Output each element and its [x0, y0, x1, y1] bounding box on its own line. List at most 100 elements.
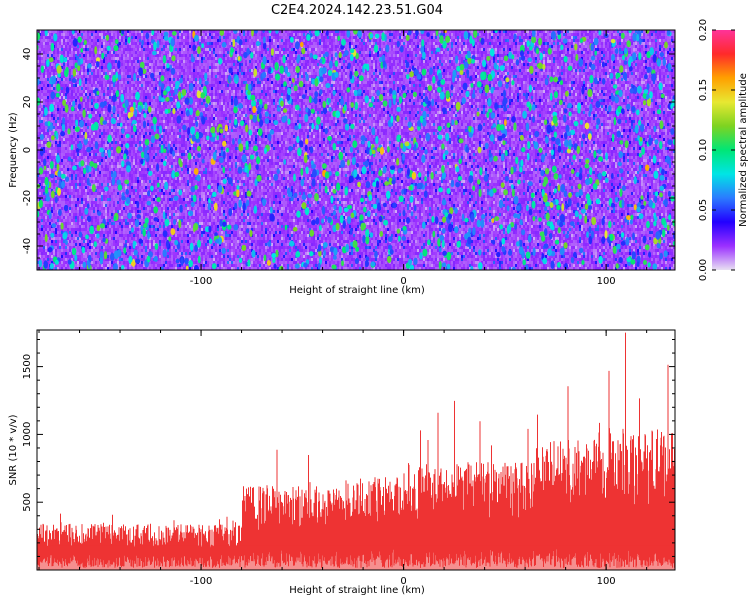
- heatmap-cell: [73, 132, 75, 135]
- heatmap-cell: [69, 75, 71, 78]
- heatmap-cell: [79, 168, 81, 171]
- heatmap-cell: [65, 117, 67, 120]
- heatmap-cell: [69, 255, 71, 258]
- heatmap-cell: [89, 135, 91, 138]
- heatmap-cell: [43, 246, 45, 249]
- heatmap-cell: [89, 249, 91, 252]
- heatmap-cell: [77, 252, 79, 255]
- heatmap-cell: [73, 177, 75, 180]
- heatmap-cell: [41, 108, 43, 111]
- heatmap-cell: [61, 75, 63, 78]
- heatmap-cell: [97, 171, 99, 174]
- heatmap-cell: [69, 231, 71, 234]
- heatmap-cell: [99, 48, 101, 51]
- heatmap-cell: [75, 195, 77, 198]
- heatmap-cell: [89, 96, 91, 99]
- heatmap-cell: [91, 84, 93, 87]
- heatmap-cell: [77, 210, 79, 213]
- heatmap-cell: [73, 150, 75, 153]
- heatmap-cell: [49, 201, 51, 204]
- heatmap-cell: [93, 144, 95, 147]
- heatmap-cell: [77, 189, 79, 192]
- heatmap-cell: [49, 39, 51, 42]
- heatmap-cell: [39, 69, 41, 72]
- heatmap-cell: [43, 174, 45, 177]
- heatmap-cell: [95, 39, 97, 42]
- heatmap-cell: [93, 201, 95, 204]
- heatmap-cell: [59, 48, 61, 51]
- heatmap-cell: [83, 33, 85, 36]
- heatmap-cell: [55, 54, 57, 57]
- heatmap-cell: [61, 168, 63, 171]
- heatmap-cell: [49, 117, 51, 120]
- heatmap-cell: [53, 111, 55, 114]
- heatmap-cell: [65, 201, 67, 204]
- heatmap-cell: [71, 117, 73, 120]
- heatmap-cell: [61, 249, 63, 252]
- heatmap-cell: [97, 153, 99, 156]
- heatmap-cell: [79, 204, 81, 207]
- heatmap-cell: [91, 60, 93, 63]
- heatmap-cell: [83, 93, 85, 96]
- heatmap-cell: [43, 102, 45, 105]
- heatmap-cell: [47, 204, 49, 207]
- heatmap-cell: [87, 96, 89, 99]
- heatmap-cell: [49, 225, 51, 228]
- heatmap-cell: [87, 231, 89, 234]
- heatmap-cell: [67, 135, 69, 138]
- heatmap-cell: [61, 264, 63, 267]
- heatmap-cell: [85, 183, 87, 186]
- heatmap-cell: [49, 252, 51, 255]
- heatmap-cell: [69, 108, 71, 111]
- heatmap-cell: [91, 147, 93, 150]
- heatmap-cell: [85, 186, 87, 189]
- heatmap-cell: [59, 246, 61, 249]
- heatmap-cell: [49, 132, 51, 135]
- heatmap-cell: [45, 42, 47, 45]
- heatmap-cell: [95, 180, 97, 183]
- heatmap-cell: [91, 249, 93, 252]
- heatmap-cell: [77, 225, 79, 228]
- heatmap-cell: [45, 252, 47, 255]
- heatmap-cell: [79, 171, 81, 174]
- heatmap-cell: [39, 216, 41, 219]
- heatmap-cell: [51, 153, 53, 156]
- heatmap-cell: [91, 204, 93, 207]
- heatmap-cell: [95, 192, 97, 195]
- heatmap-cell: [55, 162, 57, 165]
- heatmap-cell: [57, 231, 59, 234]
- heatmap-cell: [61, 96, 63, 99]
- heatmap-cell: [97, 132, 99, 135]
- heatmap-cell: [77, 132, 79, 135]
- heatmap-cell: [87, 123, 89, 126]
- heatmap-cell: [91, 57, 93, 60]
- heatmap-cell: [47, 216, 49, 219]
- heatmap-cell: [59, 141, 61, 144]
- heatmap-cell: [85, 48, 87, 51]
- heatmap-cell: [79, 54, 81, 57]
- heatmap-cell: [73, 198, 75, 201]
- heatmap-cell: [73, 237, 75, 240]
- heatmap-cell: [65, 198, 67, 201]
- heatmap-cell: [75, 261, 77, 264]
- heatmap-cell: [97, 33, 99, 36]
- heatmap-cell: [93, 234, 95, 237]
- heatmap-cell: [75, 228, 77, 231]
- heatmap-cell: [43, 120, 45, 123]
- heatmap-cell: [65, 123, 67, 126]
- heatmap-cell: [57, 51, 59, 54]
- heatmap-cell: [75, 84, 77, 87]
- heatmap-cell: [93, 180, 95, 183]
- heatmap-cell: [85, 54, 87, 57]
- heatmap-cell: [91, 135, 93, 138]
- heatmap-cell: [59, 222, 61, 225]
- heatmap-cell: [67, 123, 69, 126]
- heatmap-cell: [53, 219, 55, 222]
- heatmap-cell: [67, 249, 69, 252]
- heatmap-cell: [87, 72, 89, 75]
- heatmap-cell: [69, 96, 71, 99]
- heatmap-cell: [47, 225, 49, 228]
- heatmap-cell: [83, 177, 85, 180]
- heatmap-cell: [57, 99, 59, 102]
- heatmap-cell: [95, 201, 97, 204]
